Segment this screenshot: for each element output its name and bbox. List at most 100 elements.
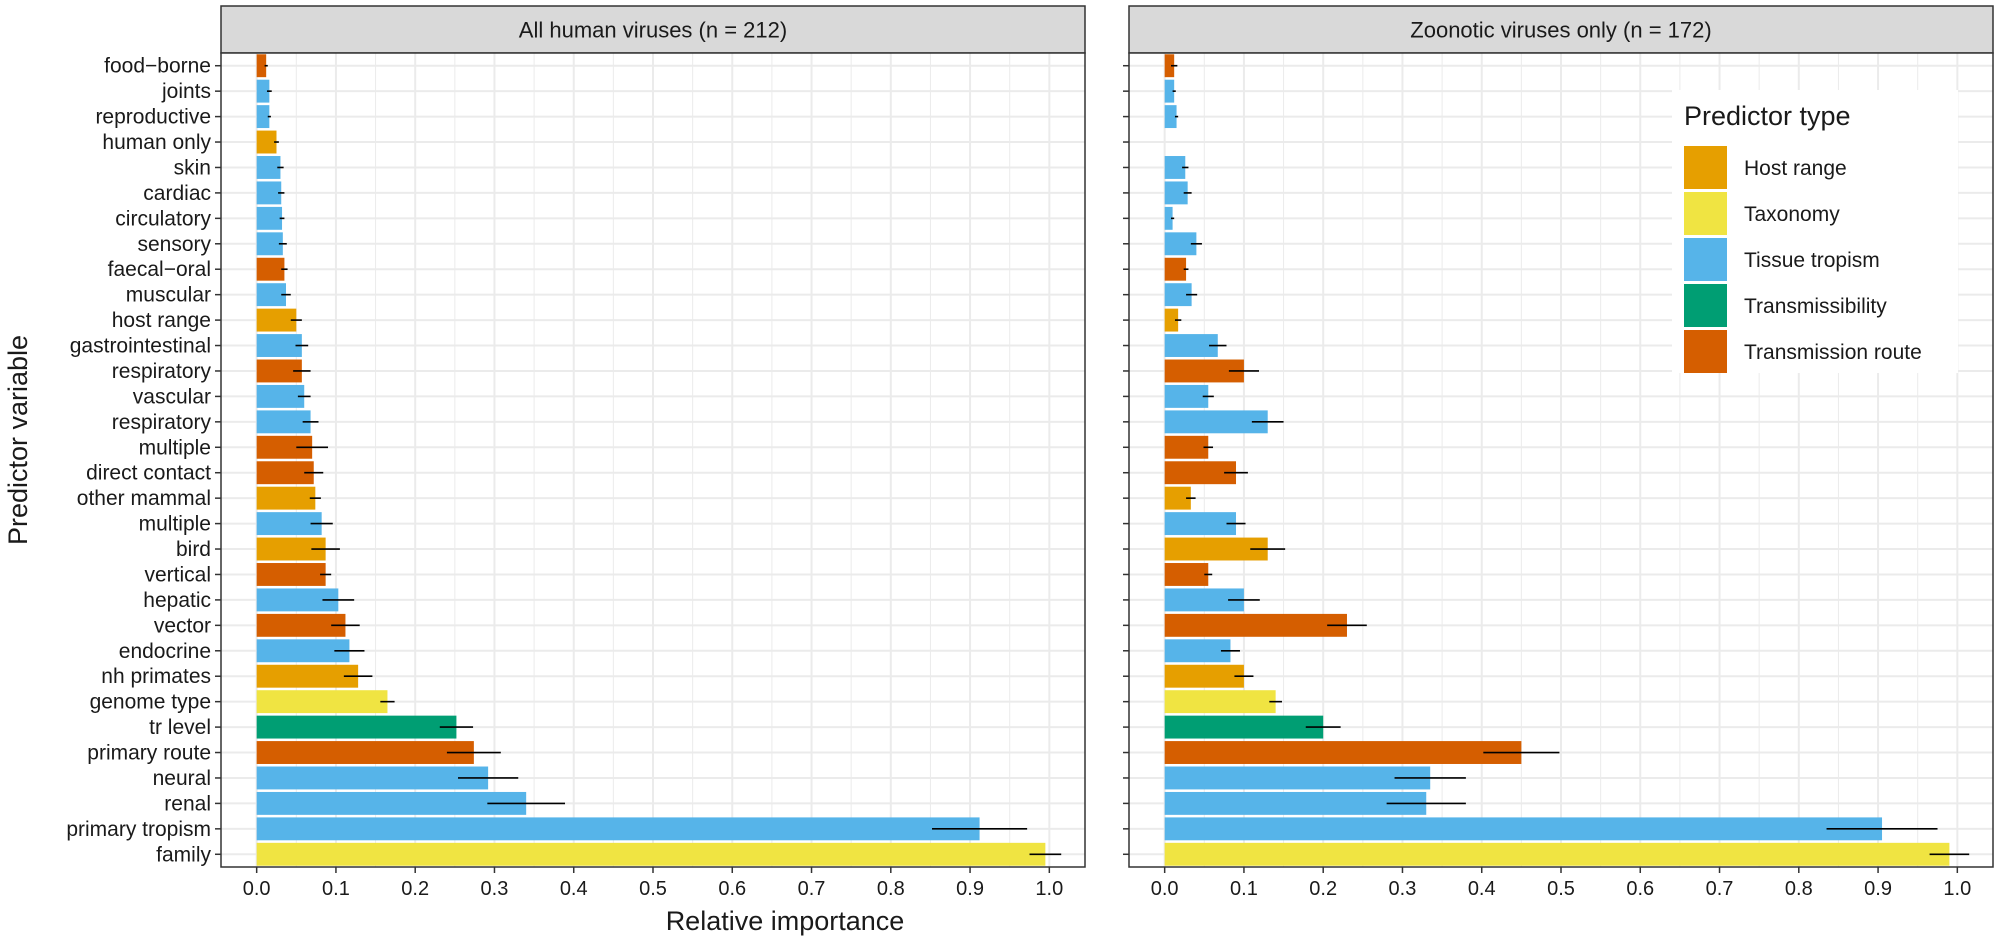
legend-swatch — [1684, 284, 1727, 327]
bar — [256, 461, 314, 485]
y-tick-label: multiple — [139, 436, 211, 459]
y-tick-label: food−borne — [104, 55, 211, 78]
x-tick-label: 0.2 — [401, 878, 429, 900]
x-tick-label: 0.1 — [322, 878, 350, 900]
bar — [256, 715, 457, 739]
legend-label: Host range — [1744, 157, 1847, 180]
y-tick-label: skin — [174, 156, 211, 179]
bar — [1164, 283, 1192, 307]
bar — [1164, 486, 1191, 510]
bar — [256, 435, 313, 459]
y-tick-label: multiple — [139, 513, 211, 536]
y-tick-label: cardiac — [143, 182, 211, 205]
bar — [256, 486, 316, 510]
bar — [1164, 766, 1431, 790]
bar — [1164, 791, 1427, 815]
bar — [256, 766, 489, 790]
x-tick-label: 0.4 — [1468, 878, 1496, 900]
bar — [1164, 588, 1244, 612]
bar — [1164, 181, 1188, 205]
x-tick-label: 0.3 — [481, 878, 509, 900]
y-tick-label: renal — [164, 792, 211, 815]
bar — [1164, 410, 1268, 434]
bar — [256, 563, 326, 586]
y-tick-label: endocrine — [119, 640, 211, 663]
x-tick-label: 0.9 — [1864, 878, 1892, 900]
bar — [256, 791, 527, 815]
x-tick-label: 0.6 — [1626, 878, 1654, 900]
bar — [1164, 257, 1187, 281]
bar — [1164, 639, 1231, 663]
y-axis-title: Predictor variable — [3, 335, 33, 545]
bar — [256, 639, 350, 663]
y-tick-label: host range — [112, 309, 211, 332]
bar — [256, 690, 388, 714]
y-tick-label: vascular — [133, 385, 211, 408]
legend-title: Predictor type — [1684, 101, 1851, 131]
bar — [1164, 461, 1237, 485]
bar — [256, 817, 980, 841]
bar — [256, 79, 270, 103]
bar — [1164, 156, 1186, 179]
panel-strip — [220, 5, 1086, 54]
x-tick-label: 0.3 — [1389, 878, 1417, 900]
y-tick-label: respiratory — [112, 411, 212, 434]
legend-swatch — [1684, 238, 1727, 281]
bar — [1164, 512, 1237, 536]
y-tick-label: direct contact — [86, 462, 211, 485]
x-tick-label: 0.8 — [1785, 878, 1813, 900]
y-tick-label: reproductive — [95, 106, 211, 129]
bar — [1164, 842, 1950, 866]
x-tick-label: 0.5 — [1547, 878, 1575, 900]
x-axis-title: Relative importance — [666, 906, 905, 936]
x-tick-label: 0.7 — [798, 878, 826, 900]
x-tick-label: 0.7 — [1706, 878, 1734, 900]
x-tick-label: 0.2 — [1309, 878, 1337, 900]
bar — [1164, 359, 1244, 383]
bar — [256, 741, 474, 764]
bar — [1164, 537, 1268, 561]
y-tick-label: respiratory — [112, 360, 212, 383]
bar — [256, 588, 339, 612]
y-tick-label: genome type — [90, 691, 211, 714]
bar — [256, 257, 285, 281]
panel-strip — [1128, 5, 1994, 54]
bar — [256, 105, 270, 129]
y-tick-label: hepatic — [143, 589, 211, 612]
legend-label: Taxonomy — [1744, 203, 1840, 226]
bar — [256, 512, 322, 536]
legend-swatch — [1684, 330, 1727, 373]
bar — [1164, 54, 1175, 78]
legend-swatch — [1684, 146, 1727, 189]
bar — [1164, 435, 1209, 459]
y-tick-label: muscular — [126, 284, 211, 307]
bar — [256, 410, 311, 434]
panel-title: All human viruses (n = 212) — [519, 18, 787, 43]
bar — [1164, 613, 1347, 637]
y-tick-label: vector — [154, 614, 211, 637]
bar — [1164, 563, 1209, 586]
x-tick-label: 0.8 — [877, 878, 905, 900]
y-tick-label: bird — [176, 538, 211, 561]
legend-label: Tissue tropism — [1744, 249, 1880, 272]
y-tick-label: family — [156, 843, 211, 866]
y-tick-label: neural — [153, 767, 211, 790]
y-tick-label: vertical — [144, 563, 211, 586]
bar — [256, 156, 281, 179]
x-tick-label: 1.0 — [1035, 878, 1063, 900]
y-tick-label: primary tropism — [66, 818, 211, 841]
bar — [256, 537, 326, 561]
bar — [1164, 690, 1276, 714]
bar — [256, 130, 277, 154]
legend: Predictor type Host range Taxonomy Tissue t… — [1672, 90, 1958, 373]
bar — [256, 54, 267, 78]
bar — [256, 181, 282, 205]
panel-title: Zoonotic viruses only (n = 172) — [1410, 18, 1711, 43]
y-tick-label: nh primates — [101, 665, 211, 688]
bar — [256, 308, 297, 332]
legend-swatch — [1684, 192, 1727, 235]
x-tick-label: 0.0 — [243, 878, 271, 900]
y-tick-label: tr level — [149, 716, 211, 739]
bar — [1164, 741, 1522, 764]
